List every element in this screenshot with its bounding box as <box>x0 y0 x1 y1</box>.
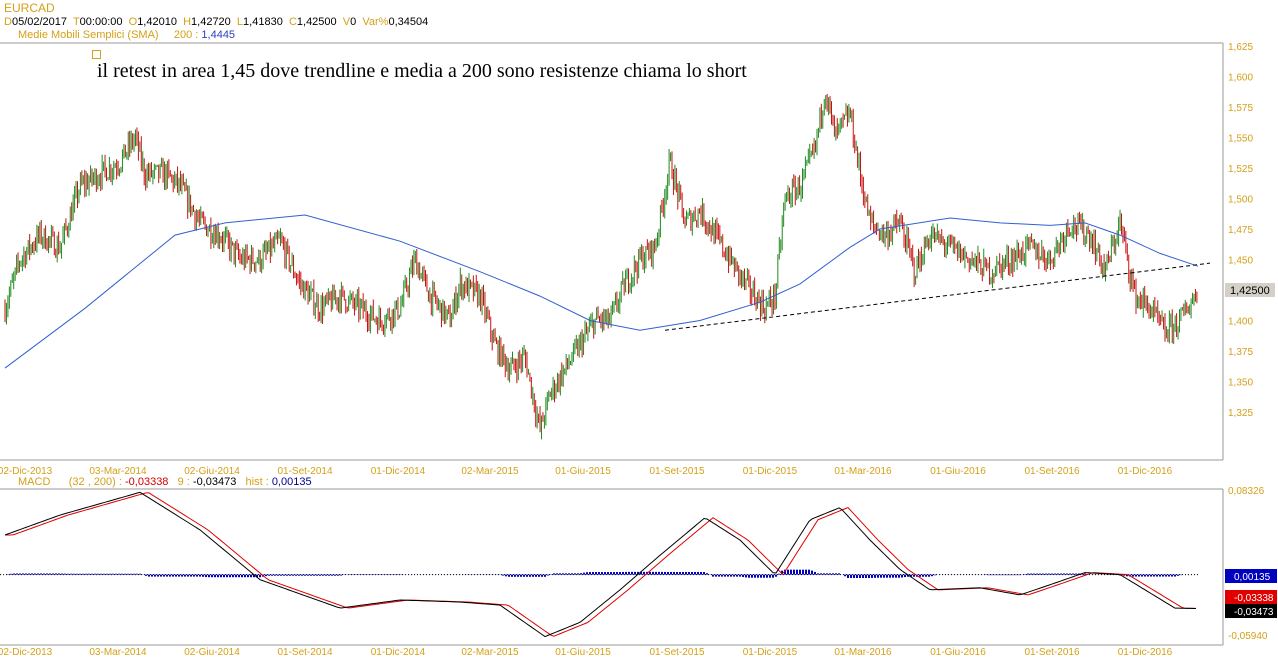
date-axis-tick: 02-Giu-2014 <box>184 466 240 477</box>
price-axis-tick: 1,375 <box>1228 347 1253 358</box>
macd-date-axis-tick: 01-Set-2014 <box>277 647 332 658</box>
date-axis-tick: 02-Mar-2015 <box>461 466 519 477</box>
price-axis-tick: 1,625 <box>1228 42 1253 53</box>
macd-value-label: -0,03338 <box>1234 593 1274 604</box>
macd-date-axis-tick: 02-Giu-2014 <box>184 647 240 658</box>
macd-value-marker <box>1225 604 1277 618</box>
macd-signal-line <box>5 492 1197 637</box>
price-axis-tick: 1,500 <box>1228 195 1253 206</box>
chart-annotation: il retest in area 1,45 dove trendline e … <box>97 60 747 82</box>
macd-date-axis-tick: 01-Giu-2016 <box>930 647 986 658</box>
date-axis-tick: 01-Mar-2016 <box>834 466 892 477</box>
macd-date-axis-tick: 01-Set-2016 <box>1024 647 1079 658</box>
macd-line <box>4 491 1197 638</box>
price-axis-tick: 1,325 <box>1228 408 1253 419</box>
ohlc-readout: D05/02/2017 T00:00:00 O1,42010 H1,42720 … <box>4 16 429 28</box>
price-axis-tick: 1,550 <box>1228 134 1253 145</box>
macd-date-axis-tick: 01-Dic-2015 <box>743 647 798 658</box>
date-axis-tick: 01-Set-2015 <box>649 466 704 477</box>
date-axis-tick: 01-Set-2016 <box>1024 466 1079 477</box>
symbol-title: EURCAD <box>4 1 55 15</box>
price-axis-tick: 1,350 <box>1228 378 1253 389</box>
price-axis-tick: 1,450 <box>1228 256 1253 267</box>
macd-value-label: 0,00135 <box>1234 572 1271 583</box>
macd-date-axis-tick: 02-Dic-2013 <box>0 647 53 658</box>
date-axis-tick: 01-Dic-2014 <box>371 466 426 477</box>
date-axis-tick: 01-Dic-2016 <box>1118 466 1173 477</box>
macd-date-axis-tick: 03-Mar-2014 <box>89 647 147 658</box>
sma-legend: Medie Mobili Semplici (SMA) 200 : 1,4445 <box>18 29 236 41</box>
price-axis-tick: 1,600 <box>1228 73 1253 84</box>
macd-legend: MACD (32 , 200) : -0,03338 9 : -0,03473 … <box>18 476 312 488</box>
date-axis-tick: 01-Set-2014 <box>277 466 332 477</box>
macd-date-axis-tick: 01-Dic-2016 <box>1118 647 1173 658</box>
sma-200-line <box>4 214 1199 369</box>
annotation-marker[interactable] <box>92 50 101 59</box>
macd-date-axis-tick: 02-Mar-2015 <box>461 647 519 658</box>
macd-value-marker <box>1225 569 1277 583</box>
macd-axis-tick: -0,05940 <box>1228 631 1268 642</box>
macd-date-axis-tick: 01-Set-2015 <box>649 647 704 658</box>
date-axis-tick: 03-Mar-2014 <box>89 466 147 477</box>
date-axis-tick: 02-Dic-2013 <box>0 466 53 477</box>
macd-date-axis-tick: 01-Dic-2014 <box>371 647 426 658</box>
last-price-label: 1,42500 <box>1230 285 1270 297</box>
date-axis-tick: 01-Giu-2015 <box>555 466 611 477</box>
macd-date-axis-tick: 01-Mar-2016 <box>834 647 892 658</box>
price-axis-tick: 1,525 <box>1228 164 1253 175</box>
price-axis-tick: 1,475 <box>1228 225 1253 236</box>
macd-value-label: -0,03473 <box>1234 607 1274 618</box>
macd-value-marker <box>1225 590 1277 604</box>
last-price-marker <box>1225 283 1275 297</box>
date-axis-tick: 01-Dic-2015 <box>743 466 798 477</box>
price-axis-tick: 1,400 <box>1228 317 1253 328</box>
macd-axis-tick: 0,08326 <box>1228 486 1265 497</box>
trendline <box>664 262 1211 331</box>
macd-date-axis-tick: 01-Giu-2015 <box>555 647 611 658</box>
date-axis-tick: 01-Giu-2016 <box>930 466 986 477</box>
price-axis-tick: 1,575 <box>1228 103 1253 114</box>
